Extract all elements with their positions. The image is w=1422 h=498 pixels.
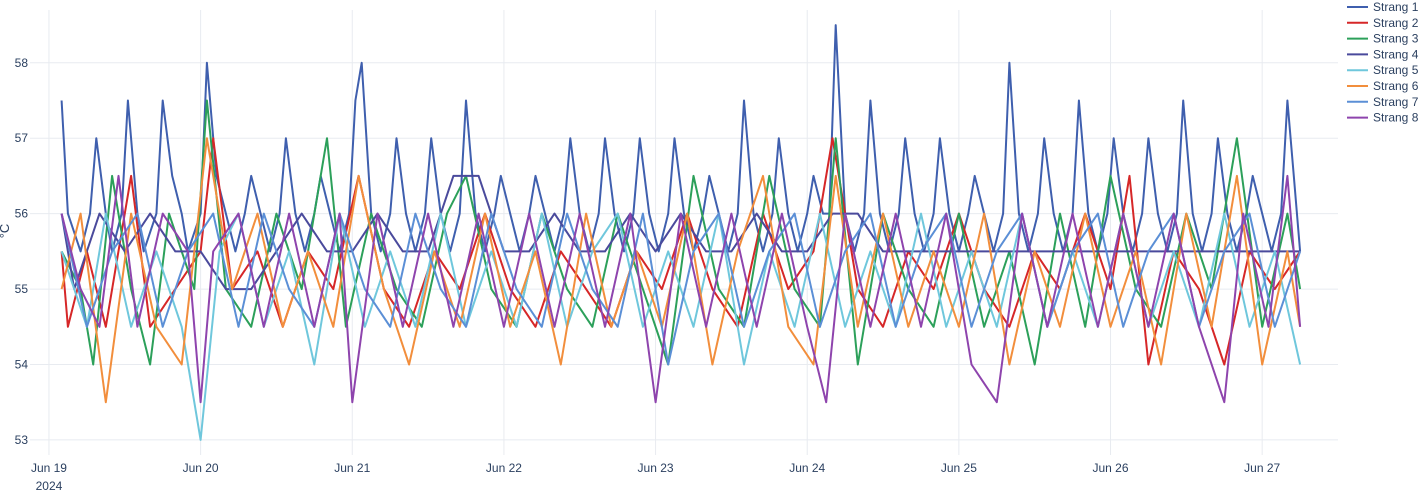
legend-item-label: Strang 8: [1373, 111, 1419, 125]
x-tick-label: Jun 26: [1093, 461, 1129, 475]
x-tick-label: Jun 24: [789, 461, 825, 475]
legend-item-label: Strang 7: [1373, 95, 1419, 109]
x-tick-label: Jun 23: [638, 461, 674, 475]
legend-item-label: Strang 3: [1373, 32, 1419, 46]
x-tick-label: Jun 19: [31, 461, 67, 475]
y-tick-label: 57: [15, 131, 29, 145]
y-tick-label: 56: [15, 207, 29, 221]
y-tick-label: 55: [15, 282, 29, 296]
x-tick-label: Jun 22: [486, 461, 522, 475]
legend-item-label: Strang 5: [1373, 63, 1419, 77]
series-line-strang-7: [60, 212, 1302, 366]
x-tick-label: Jun 21: [334, 461, 370, 475]
x-tick-year-label: 2024: [36, 479, 63, 493]
x-tick-label: Jun 25: [941, 461, 977, 475]
legend-item-label: Strang 4: [1373, 47, 1419, 61]
y-tick-label: 58: [15, 56, 29, 70]
legend-item-label: Strang 6: [1373, 79, 1419, 93]
y-axis-ticks: 53 54 55 56 57 58: [15, 56, 29, 447]
x-axis-ticks: Jun 19 2024 Jun 20 Jun 21 Jun 22 Jun 23 Jun 24…: [31, 461, 1281, 493]
y-tick-label: 53: [15, 433, 29, 447]
series-line-strang-8: [60, 174, 1302, 404]
series-lines: [60, 24, 1302, 441]
y-axis-title: °C: [0, 224, 12, 239]
legend-item-label: Strang 2: [1373, 16, 1419, 30]
series-line-strang-6: [60, 137, 1302, 404]
x-tick-label: Jun 27: [1244, 461, 1280, 475]
y-tick-label: 54: [15, 357, 29, 371]
x-tick-label: Jun 20: [183, 461, 219, 475]
legend-item-label: Strang 1: [1373, 0, 1419, 14]
series-line-strang-5: [60, 212, 1302, 441]
